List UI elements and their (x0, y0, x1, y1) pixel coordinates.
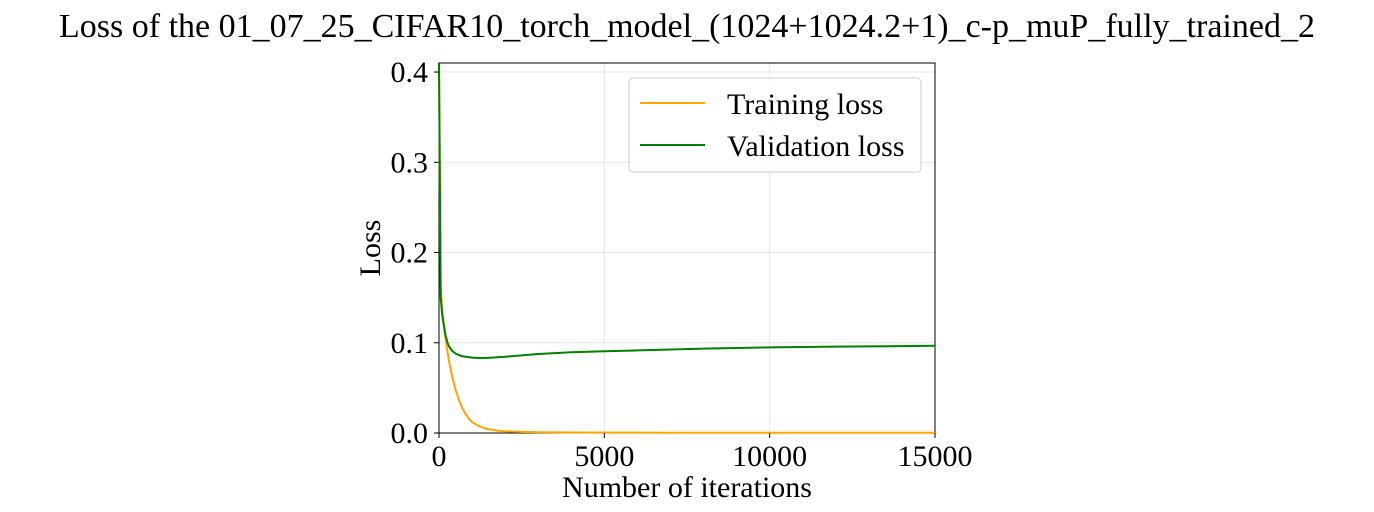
series-group (438, 62, 936, 434)
training-loss-line (438, 62, 935, 434)
x-tick-label: 0 (432, 440, 447, 473)
legend-label-validation: Validation loss (727, 130, 905, 163)
y-tick-label: 0.3 (391, 146, 429, 179)
legend: Training loss Validation loss (628, 77, 922, 173)
legend-box (628, 77, 922, 173)
chart-title: Loss of the 01_07_25_CIFAR10_torch_model… (59, 8, 1315, 45)
y-tick-label: 0.0 (391, 417, 429, 450)
x-tick-label: 10000 (732, 440, 807, 473)
validation-loss-line (438, 62, 936, 360)
x-tick-label: 5000 (574, 440, 634, 473)
y-tick-label: 0.4 (391, 56, 429, 89)
x-tick-label: 15000 (898, 440, 973, 473)
axis-ticks: 0 5000 10000 15000 0.0 0.1 0.2 0.3 0.4 (391, 56, 973, 473)
y-tick-label: 0.1 (391, 327, 429, 360)
y-axis-label: Loss (354, 220, 387, 277)
x-axis-label: Number of iterations (562, 471, 812, 504)
legend-label-training: Training loss (727, 88, 883, 121)
y-tick-label: 0.2 (391, 237, 429, 270)
